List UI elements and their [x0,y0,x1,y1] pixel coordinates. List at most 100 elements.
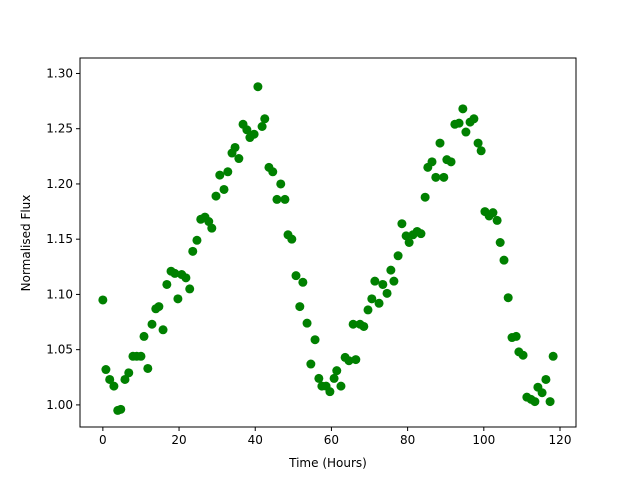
point [503,293,513,303]
point [143,363,153,373]
point [280,194,290,204]
point [302,318,312,328]
point [181,273,191,283]
point [374,298,384,308]
point [446,157,456,167]
point [476,146,486,156]
point [344,356,354,366]
point [427,157,437,167]
point [257,121,267,131]
point [291,271,301,281]
x-tick-label: 0 [99,433,107,447]
point [207,223,217,233]
point [154,302,164,312]
point [188,246,198,256]
point [298,277,308,287]
point [234,154,244,164]
point [139,331,149,341]
point [332,366,342,376]
point [348,319,358,329]
point [469,114,479,124]
point [249,129,259,139]
point [499,255,509,265]
point [314,373,324,383]
point [310,335,320,345]
point [242,125,252,135]
point [253,82,263,92]
point [473,138,483,148]
point [420,192,430,202]
point [435,138,445,148]
point [378,279,388,289]
point [336,381,346,391]
point [518,350,528,360]
point [124,368,134,378]
point [458,104,468,114]
point [272,194,282,204]
x-tick-label: 60 [324,433,339,447]
point [219,184,229,194]
point [530,397,540,407]
point [454,118,464,128]
point [120,374,130,384]
point [192,235,202,245]
point [215,170,225,180]
point [363,305,373,315]
point [230,142,240,152]
y-tick-label: 1.05 [46,343,73,357]
point [185,284,195,294]
point [541,374,551,384]
point [389,276,399,286]
point [136,351,146,361]
point [98,295,108,305]
y-tick-label: 1.30 [46,66,73,80]
x-tick-label: 40 [248,433,263,447]
point [147,319,157,329]
x-tick-label: 120 [549,433,572,447]
point [511,331,521,341]
point [492,215,502,225]
point [306,359,316,369]
point [386,265,396,275]
x-axis-label: Time (Hours) [288,456,367,470]
point [393,251,403,261]
point [268,167,278,177]
point [548,351,558,361]
point [367,294,377,304]
point [404,238,414,247]
point [287,234,297,244]
point [276,179,286,189]
point [329,373,339,383]
point [325,387,335,397]
point [397,219,407,229]
y-tick-label: 1.00 [46,398,73,412]
point [109,381,119,391]
point [431,172,441,182]
point [116,404,126,414]
point [416,229,426,239]
point [173,294,183,304]
y-tick-label: 1.15 [46,232,73,246]
x-tick-label: 80 [400,433,415,447]
point [158,325,168,335]
point [260,114,270,124]
point [295,302,305,312]
point [382,288,392,298]
point [359,321,369,331]
y-axis-label: Normalised Flux [19,195,33,292]
point [488,208,498,218]
y-tick-label: 1.20 [46,177,73,191]
point [351,355,361,365]
plot-frame [79,57,577,428]
point [545,397,555,407]
point [537,388,547,398]
y-tick-label: 1.10 [46,287,73,301]
point [439,172,449,182]
point [461,127,471,137]
point [101,365,111,375]
point [211,191,221,201]
point [162,279,172,289]
y-tick-label: 1.25 [46,122,73,136]
x-tick-label: 20 [171,433,186,447]
